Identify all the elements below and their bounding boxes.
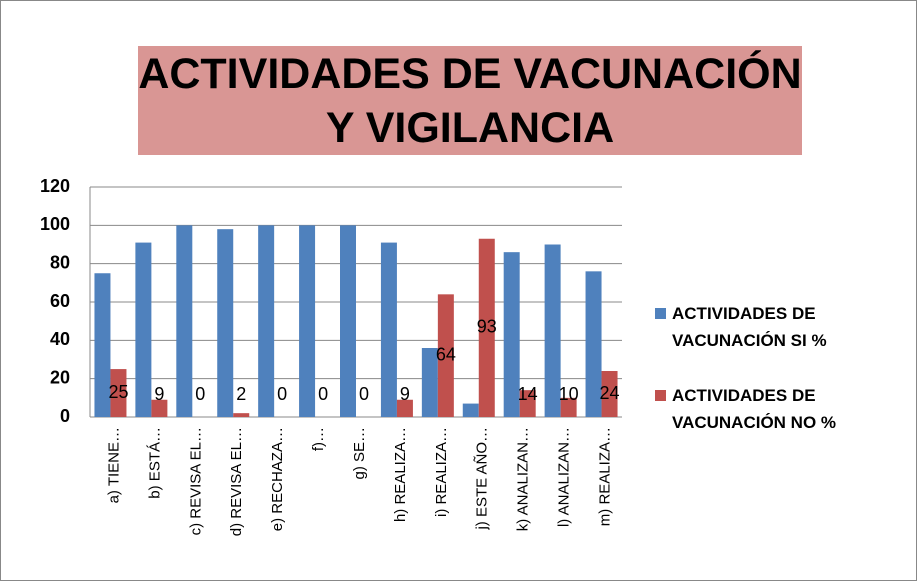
data-label: 14 — [518, 384, 538, 404]
data-label: 25 — [108, 382, 128, 402]
data-label: 9 — [400, 384, 410, 404]
x-tick-label: i) REALIZA… — [433, 427, 450, 517]
legend-entry: ACTIVIDADES DE VACUNACIÓN NO % — [655, 382, 895, 436]
legend-label: ACTIVIDADES DE VACUNACIÓN SI % — [672, 304, 827, 350]
x-tick-label: f)… — [310, 427, 327, 451]
legend-label: ACTIVIDADES DE VACUNACIÓN NO % — [672, 386, 837, 432]
y-tick-label: 100 — [40, 214, 70, 234]
y-tick-label: 0 — [60, 406, 70, 426]
bar — [601, 371, 618, 417]
bar — [544, 244, 561, 417]
bar — [380, 242, 397, 417]
y-tick-label: 20 — [50, 367, 70, 387]
bar — [110, 369, 127, 417]
bar — [421, 348, 438, 417]
data-label: 2 — [236, 384, 246, 404]
x-tick-label: h) REALIZA… — [392, 427, 409, 522]
x-tick-label: d) REVISA EL… — [228, 427, 245, 536]
bar — [585, 271, 602, 417]
data-label: 93 — [477, 317, 497, 337]
x-tick-label: k) ANALIZAN… — [515, 427, 532, 531]
legend-entry: ACTIVIDADES DE VACUNACIÓN SI % — [655, 300, 895, 354]
bar — [340, 225, 356, 417]
y-tick-label: 120 — [40, 176, 70, 196]
bar — [560, 397, 577, 417]
bar — [233, 413, 250, 417]
bar — [519, 390, 536, 417]
x-tick-label: b) ESTÁ… — [146, 427, 163, 499]
y-tick-label: 80 — [50, 252, 70, 272]
data-label: 0 — [318, 384, 328, 404]
x-tick-label: l) ANALIZAN… — [556, 427, 573, 527]
y-tick-label: 40 — [50, 329, 70, 349]
bar — [396, 399, 413, 417]
x-tick-label: a) TIENE… — [105, 427, 122, 503]
bar — [299, 225, 316, 417]
chart-title: ACTIVIDADES DE VACUNACIÓN Y VIGILANCIA — [138, 46, 802, 155]
bar — [151, 399, 168, 417]
bar — [462, 403, 479, 417]
data-label: 10 — [559, 384, 579, 404]
data-label: 0 — [195, 384, 205, 404]
x-tick-label: j) ESTE AÑO… — [474, 427, 491, 531]
data-label: 0 — [277, 384, 287, 404]
x-tick-label: m) REALIZA… — [597, 427, 614, 526]
y-tick-label: 60 — [50, 291, 70, 311]
bar — [478, 238, 495, 417]
data-label: 24 — [600, 383, 620, 403]
bar — [94, 273, 111, 417]
bar — [258, 225, 275, 417]
data-label: 64 — [436, 344, 456, 364]
x-tick-label: e) RECHAZA… — [269, 427, 286, 531]
x-tick-label: g) SE… — [351, 427, 368, 480]
legend-swatch — [655, 308, 666, 319]
data-label: 0 — [359, 384, 369, 404]
bar — [503, 252, 520, 417]
bar — [176, 225, 193, 417]
x-tick-label: c) REVISA EL… — [187, 427, 204, 535]
bar — [217, 229, 234, 417]
data-label: 9 — [154, 384, 164, 404]
bar — [135, 242, 152, 417]
bar — [437, 294, 454, 417]
legend-swatch — [655, 390, 666, 401]
